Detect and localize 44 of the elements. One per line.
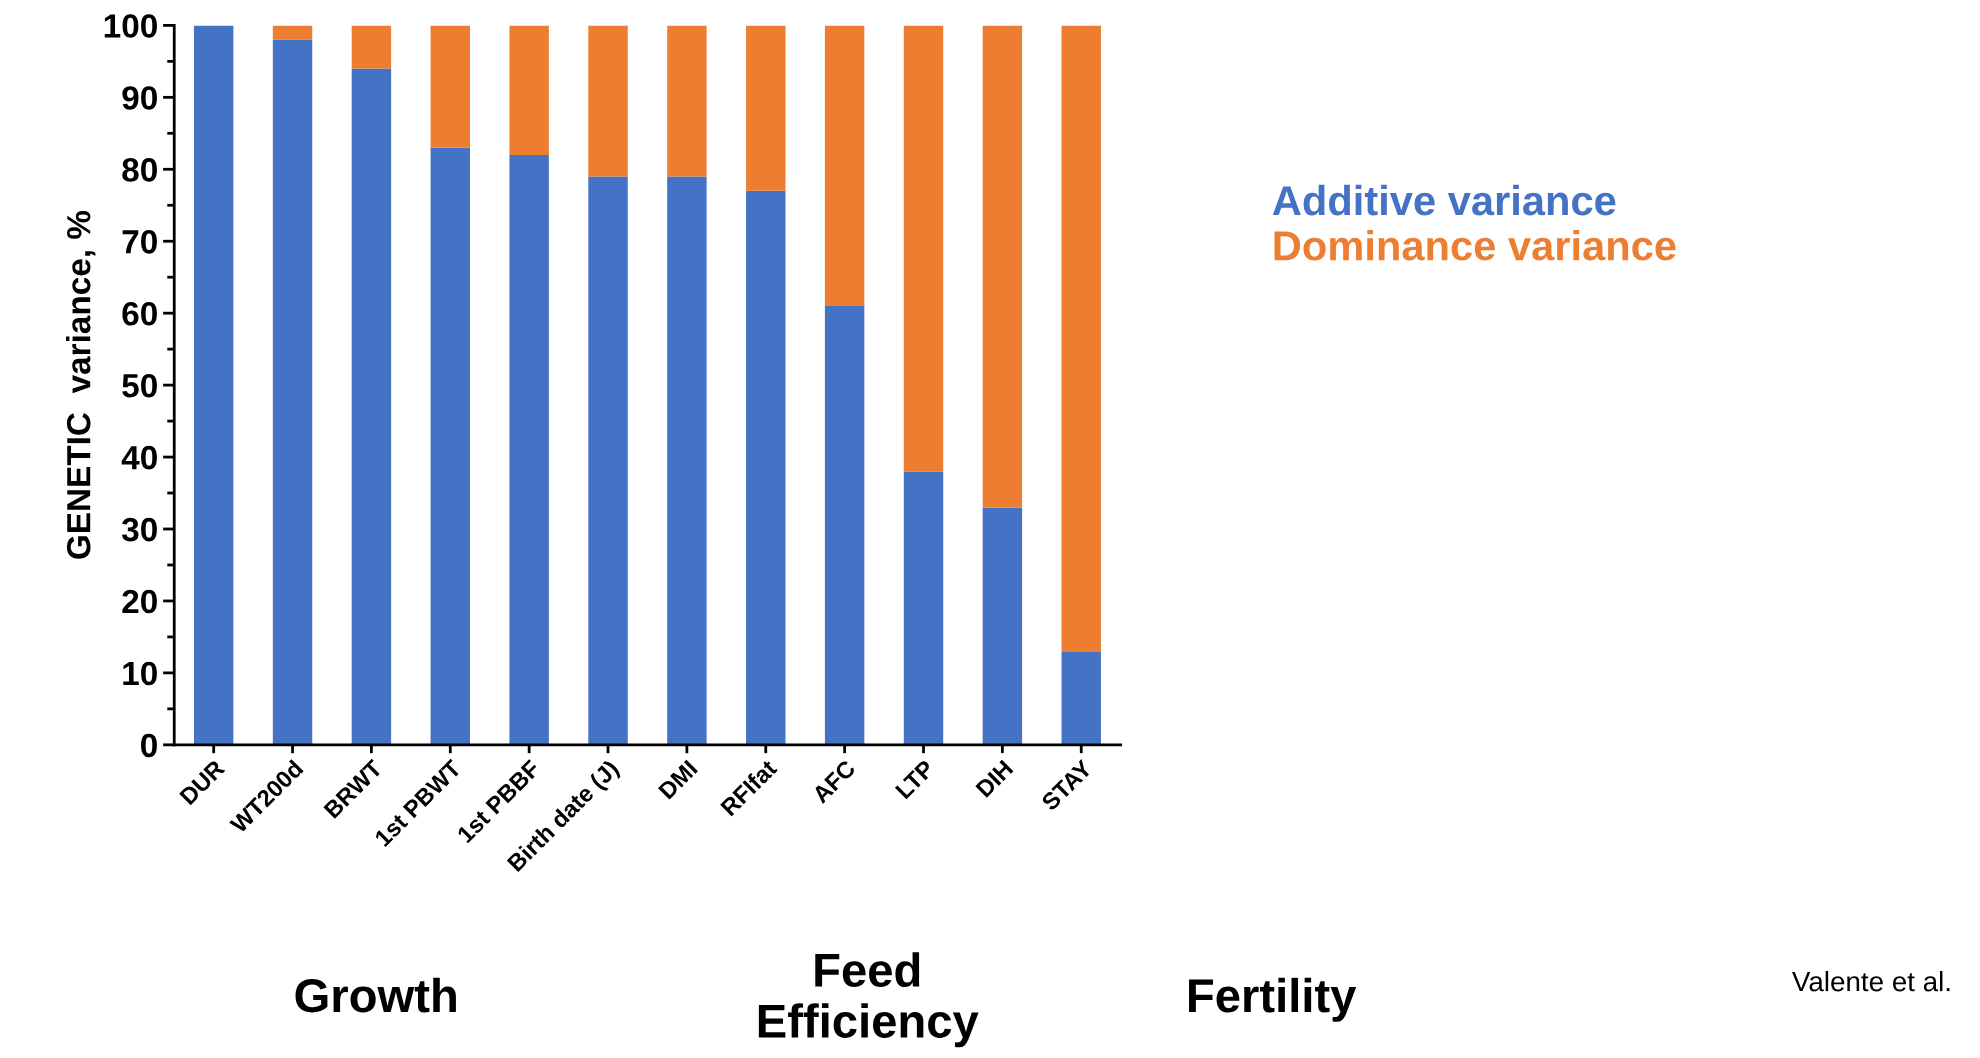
x-tick-label: DIH — [975, 759, 1014, 798]
bar — [1061, 651, 1101, 745]
bar — [351, 25, 392, 69]
bar — [588, 176, 628, 745]
y-tick-label: 0 — [141, 733, 157, 758]
y-tick-label: 100 — [104, 14, 157, 38]
bar — [824, 305, 865, 745]
y-tick-label: 70 — [122, 230, 157, 254]
x-tick-label: LTP — [894, 759, 936, 800]
bar — [588, 25, 628, 177]
bar — [746, 190, 786, 745]
text: Additive variance — [1272, 184, 1616, 216]
text: Valente et al. — [1792, 970, 1950, 992]
y-tick-label: 30 — [121, 517, 157, 542]
bar — [272, 25, 313, 40]
text: Dominance variance — [1274, 229, 1676, 261]
bar — [430, 25, 470, 148]
text: Fertility — [1189, 977, 1357, 1022]
y-tick-label: 80 — [122, 158, 157, 182]
y-tick-label: 20 — [122, 589, 157, 614]
y-tick-label: 60 — [122, 301, 157, 326]
y-axis-title: GENETIC variance, % — [66, 210, 96, 559]
bar — [982, 25, 1023, 508]
bar — [351, 68, 392, 745]
bar — [509, 25, 549, 155]
bar — [667, 25, 707, 177]
bar — [982, 507, 1023, 745]
bar — [193, 25, 234, 745]
x-tick-label: DMI — [658, 759, 698, 800]
bar — [430, 147, 470, 745]
y-tick-label: 90 — [122, 86, 157, 110]
bar — [272, 39, 313, 745]
y-tick-label: 40 — [121, 445, 157, 470]
bar — [1061, 25, 1101, 652]
y-tick-label: 50 — [122, 373, 157, 398]
bar — [824, 25, 865, 306]
bar — [667, 176, 707, 745]
text: Feed Efficiency — [758, 952, 979, 1048]
bar — [746, 25, 786, 191]
bar — [903, 25, 944, 472]
bar — [509, 154, 549, 745]
text: Growth — [295, 977, 456, 1013]
y-tick-label: 10 — [123, 661, 157, 686]
bar — [903, 471, 944, 745]
